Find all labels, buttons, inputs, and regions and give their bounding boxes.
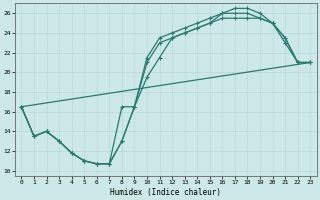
- X-axis label: Humidex (Indice chaleur): Humidex (Indice chaleur): [110, 188, 221, 197]
